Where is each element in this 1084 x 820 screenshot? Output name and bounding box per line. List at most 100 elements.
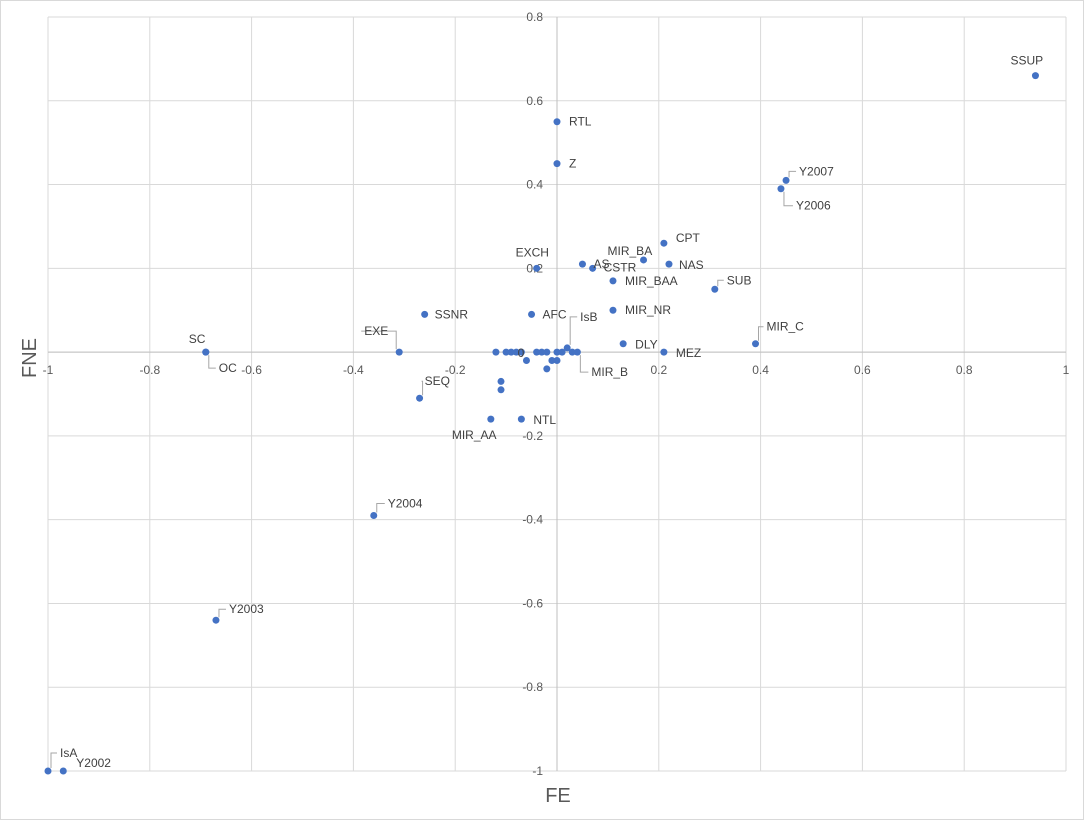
y-tick-label: -0.6: [522, 596, 543, 610]
leader-line: [208, 355, 216, 369]
data-point: [522, 356, 530, 364]
data-point: [568, 348, 576, 356]
data-label: MEZ: [676, 346, 701, 360]
data-label: AS: [593, 257, 609, 271]
data-label: Y2006: [796, 199, 831, 213]
leader-line: [361, 330, 397, 350]
data-point-mir-aa: [487, 415, 495, 423]
data-point: [497, 386, 505, 394]
data-label: IsB: [580, 310, 597, 324]
data-point: [538, 348, 546, 356]
data-label: Y2002: [76, 756, 111, 770]
data-point: [512, 348, 520, 356]
axes: [48, 17, 1066, 771]
x-tick-label: -0.6: [241, 363, 262, 377]
y-tick-label: -0.2: [522, 429, 543, 443]
leader-line: [50, 752, 57, 768]
data-point-dly: [619, 340, 627, 348]
data-labels: SSUP RTL Z Y2007 Y2006 CPT MIR_BA NAS AS EXCH CSTR…: [60, 54, 1043, 770]
data-label: MIR_B: [591, 365, 628, 379]
y-tick-label: 0.6: [526, 94, 543, 108]
data-point-mir-baa: [609, 277, 617, 285]
data-point: [502, 348, 510, 356]
data-label: RTL: [569, 115, 592, 129]
data-point-mir-nr: [609, 306, 617, 314]
data-point-afc: [528, 310, 536, 318]
data-point-as: [578, 260, 586, 268]
y-tick-label: 0.4: [526, 178, 543, 192]
data-point-ntl: [517, 415, 525, 423]
y-tick-label: -0.8: [522, 680, 543, 694]
data-point-exch: [533, 264, 541, 272]
data-point: [548, 356, 556, 364]
data-label: SC: [189, 332, 206, 346]
data-label: IsA: [60, 746, 77, 760]
data-point: [553, 348, 561, 356]
data-points: [44, 72, 1039, 775]
data-label: CSTR: [604, 260, 637, 274]
data-label: 0: [518, 346, 525, 360]
data-point-mez: [660, 348, 668, 356]
leader-line: [579, 355, 589, 373]
data-point-cstr: [589, 264, 597, 272]
y-tick-label: -0.4: [522, 513, 543, 527]
y-tick-label: -1: [532, 764, 543, 778]
leader-line: [758, 326, 764, 341]
data-point-rtl: [553, 118, 561, 126]
data-label: SUB: [727, 273, 752, 287]
data-label: OC: [219, 361, 237, 375]
data-label: SEQ: [425, 374, 450, 388]
data-label: MIR_NR: [625, 303, 671, 317]
data-point-seq: [416, 394, 424, 402]
data-label: Y2003: [229, 602, 264, 616]
data-point-mir-c: [752, 340, 760, 348]
data-point: [543, 365, 551, 373]
data-point: [543, 348, 551, 356]
data-point-z: [553, 160, 561, 168]
data-point: [507, 348, 515, 356]
data-label: SSNR: [435, 307, 469, 321]
x-tick-label: -1: [43, 363, 54, 377]
data-point: [558, 348, 566, 356]
data-label: DLY: [635, 338, 657, 352]
data-point-y2007: [782, 176, 790, 184]
leader-line: [376, 502, 385, 513]
data-point-isa: [44, 767, 52, 775]
data-point: [492, 348, 500, 356]
data-label: AFC: [543, 307, 567, 321]
data-point-ssup: [1031, 72, 1039, 80]
leader-line: [783, 191, 793, 207]
data-label: EXE: [364, 324, 388, 338]
tick-labels: -1 -0.8 -0.6 -0.4 -0.2 0.2 0.4 0.6 0.8 1 0.8 0.6 0.4…: [43, 10, 1070, 778]
data-point-cpt: [660, 239, 668, 247]
data-point: [517, 348, 525, 356]
x-tick-label: 0.6: [854, 363, 871, 377]
x-tick-label: 0.2: [650, 363, 667, 377]
data-point-y2004: [370, 511, 378, 519]
data-point: [553, 356, 561, 364]
leader-line: [421, 380, 424, 396]
data-point-nas: [665, 260, 673, 268]
data-label: Y2004: [388, 496, 423, 510]
data-label: MIR_BA: [608, 244, 653, 258]
data-point-mir-b: [573, 348, 581, 356]
data-label: EXCH: [516, 245, 549, 259]
data-label: NAS: [679, 258, 704, 272]
data-label: Y2007: [799, 164, 834, 178]
leader-line: [569, 316, 578, 345]
data-point-y2003: [212, 616, 220, 624]
leader-line: [717, 279, 724, 287]
data-point-ssnr: [421, 310, 429, 318]
x-tick-label: -0.2: [445, 363, 466, 377]
y-axis-title: FNE: [19, 338, 41, 378]
data-label: CPT: [676, 231, 701, 245]
x-tick-label: 1: [1063, 363, 1070, 377]
data-label: NTL: [533, 413, 556, 427]
data-point-y2006: [777, 185, 785, 193]
x-tick-label: -0.8: [139, 363, 160, 377]
data-label: MIR_AA: [452, 428, 497, 442]
y-tick-label: 0.8: [526, 10, 543, 24]
data-point-y2002: [59, 767, 67, 775]
